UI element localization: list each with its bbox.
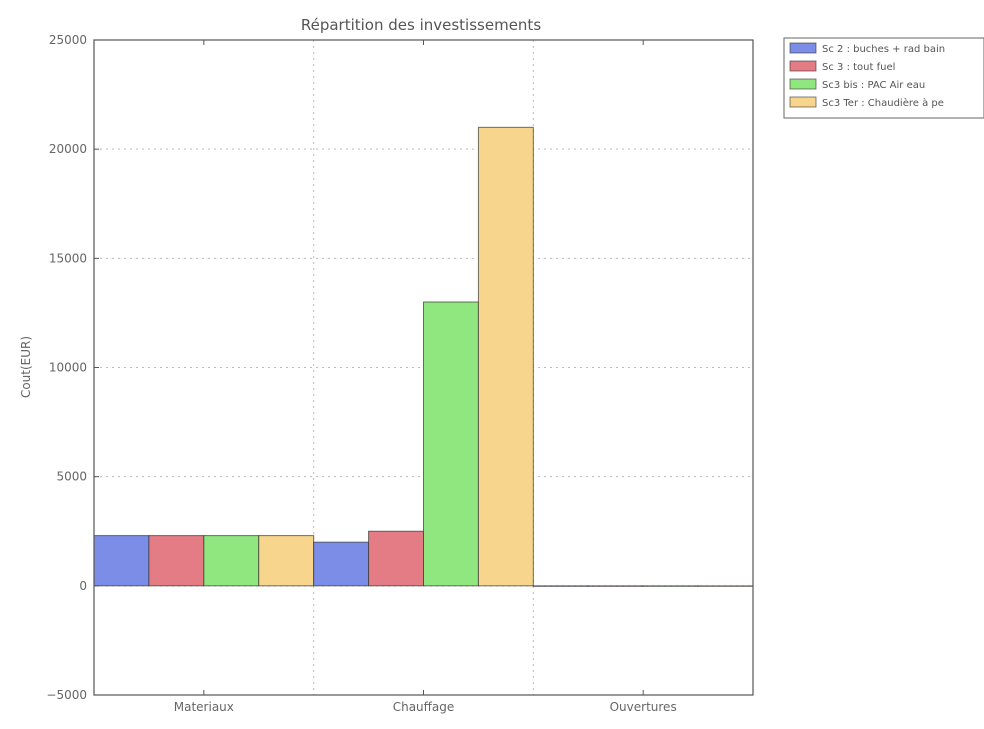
x-axis-ticks: Materiaux Chauffage Ouvertures <box>174 40 677 714</box>
y-tick-label: 15000 <box>49 251 87 265</box>
legend-swatch <box>789 60 817 72</box>
y-axis-ticks: −5000 0 5000 10000 15000 20000 25000 <box>46 33 99 702</box>
legend-swatch <box>789 96 817 108</box>
x-tick-label: Chauffage <box>393 700 455 714</box>
bar <box>477 126 534 587</box>
bars <box>93 126 754 587</box>
legend-swatch <box>789 42 817 54</box>
legend-frame <box>783 37 984 119</box>
legend-swatch <box>789 78 817 90</box>
x-tick-label: Ouvertures <box>610 700 677 714</box>
bar <box>148 535 205 587</box>
bar <box>587 585 644 587</box>
bar <box>697 585 754 587</box>
bar <box>93 535 150 587</box>
legend-label: Sc3 Ter : Chaudière à pe <box>822 97 944 109</box>
bar <box>423 301 479 587</box>
bar <box>313 541 370 587</box>
y-tick-label: 20000 <box>49 142 87 156</box>
x-tick-label: Materiaux <box>174 700 234 714</box>
y-tick-label: 0 <box>79 579 87 593</box>
bar <box>368 530 425 587</box>
y-tick-label: −5000 <box>46 688 87 702</box>
bar <box>203 535 260 587</box>
y-tick-label: 25000 <box>49 33 87 47</box>
bar <box>258 535 315 587</box>
bar <box>642 585 699 587</box>
bar <box>532 585 589 587</box>
y-tick-label: 5000 <box>56 470 87 484</box>
chart-title: Répartition des investissements <box>301 16 541 34</box>
legend-label: Sc3 bis : PAC Air eau <box>822 80 925 91</box>
legend: Sc 2 : buches + rad bain Sc 3 : tout fuel… <box>783 37 984 119</box>
y-axis-label: Cout(EUR) <box>19 336 33 398</box>
y-tick-label: 10000 <box>49 361 87 375</box>
legend-label: Sc 3 : tout fuel <box>822 62 895 73</box>
legend-label: Sc 2 : buches + rad bain <box>822 44 945 55</box>
